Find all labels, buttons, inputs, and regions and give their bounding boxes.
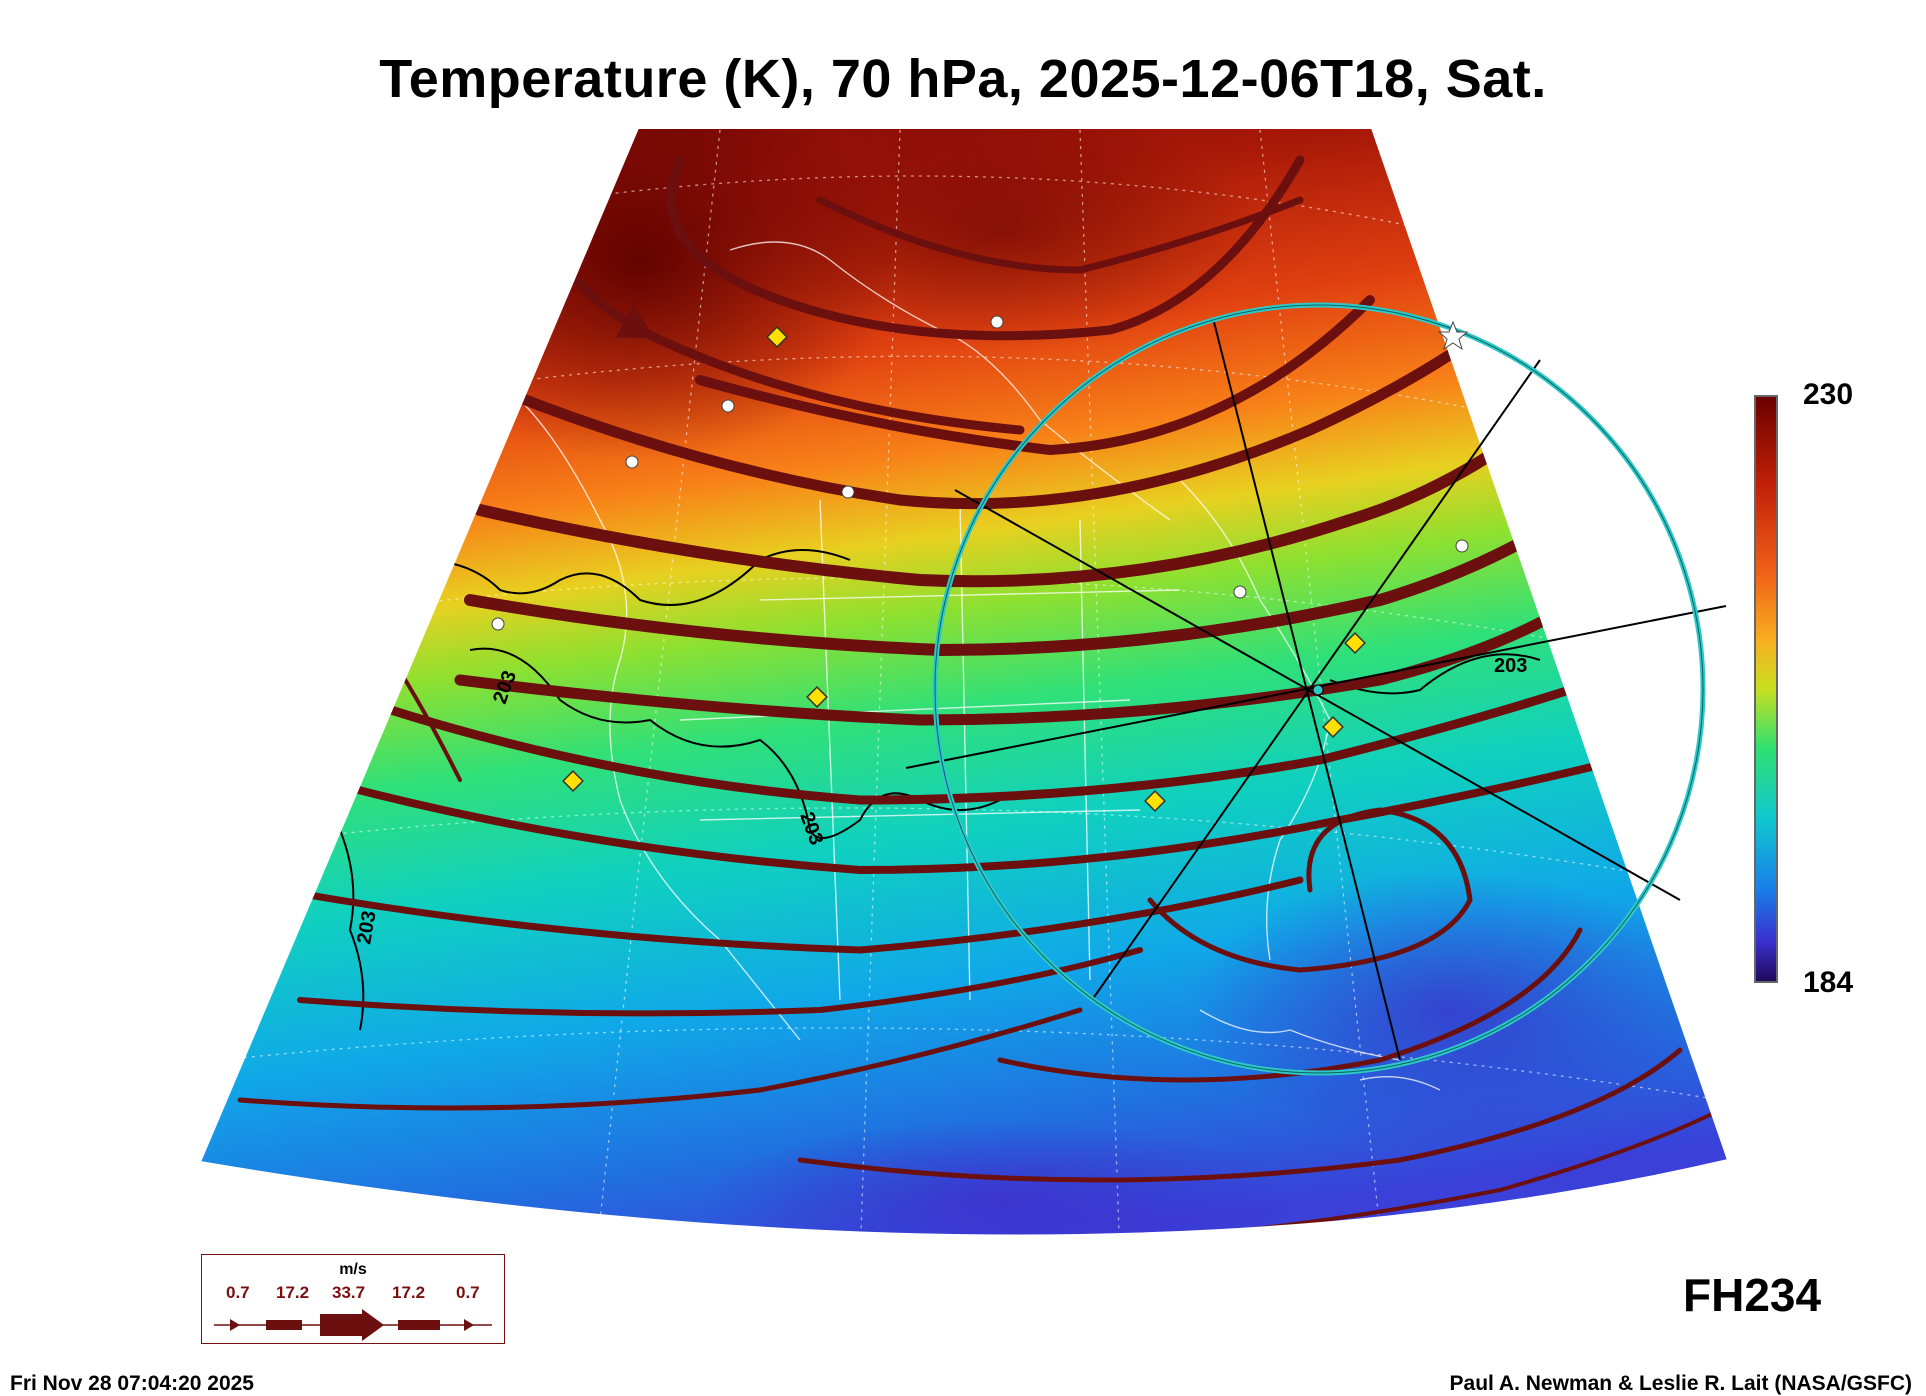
range-circle-edge [934, 304, 1704, 1074]
map-border [198, 127, 1730, 1237]
colorbar-min-label: 184 [1803, 966, 1854, 999]
colorbar [1754, 395, 1778, 983]
contour-label: 203 [1494, 655, 1527, 677]
footer-timestamp: Fri Nov 28 07:04:20 2025 [10, 1372, 254, 1395]
colorbar-max-label: 230 [1803, 378, 1854, 411]
legend-speed: 17.2 [276, 1283, 310, 1302]
legend-arrow [214, 1309, 492, 1341]
map-title: Temperature (K), 70 hPa, 2025-12-06T18, … [379, 49, 1547, 109]
legend-speed: 17.2 [392, 1283, 426, 1302]
temperature-field [200, 128, 1728, 1236]
legend-speed: 33.7 [332, 1283, 366, 1302]
legend-unit: m/s [339, 1261, 367, 1278]
legend-speed: 0.7 [456, 1283, 480, 1302]
range-center [1312, 684, 1324, 696]
wind-speed-legend: m/s 0.7 17.2 33.7 17.2 0.7 [201, 1254, 505, 1344]
footer-credit: Paul A. Newman & Leslie R. Lait (NASA/GS… [1449, 1372, 1912, 1395]
legend-speed: 0.7 [226, 1283, 250, 1302]
forecast-hour: FH234 [1683, 1269, 1822, 1321]
city-stars [491, 315, 1469, 631]
star-marker [1437, 320, 1469, 351]
station-markers [562, 326, 1366, 812]
contour-labels: 203 203 203 203 [353, 655, 1527, 946]
